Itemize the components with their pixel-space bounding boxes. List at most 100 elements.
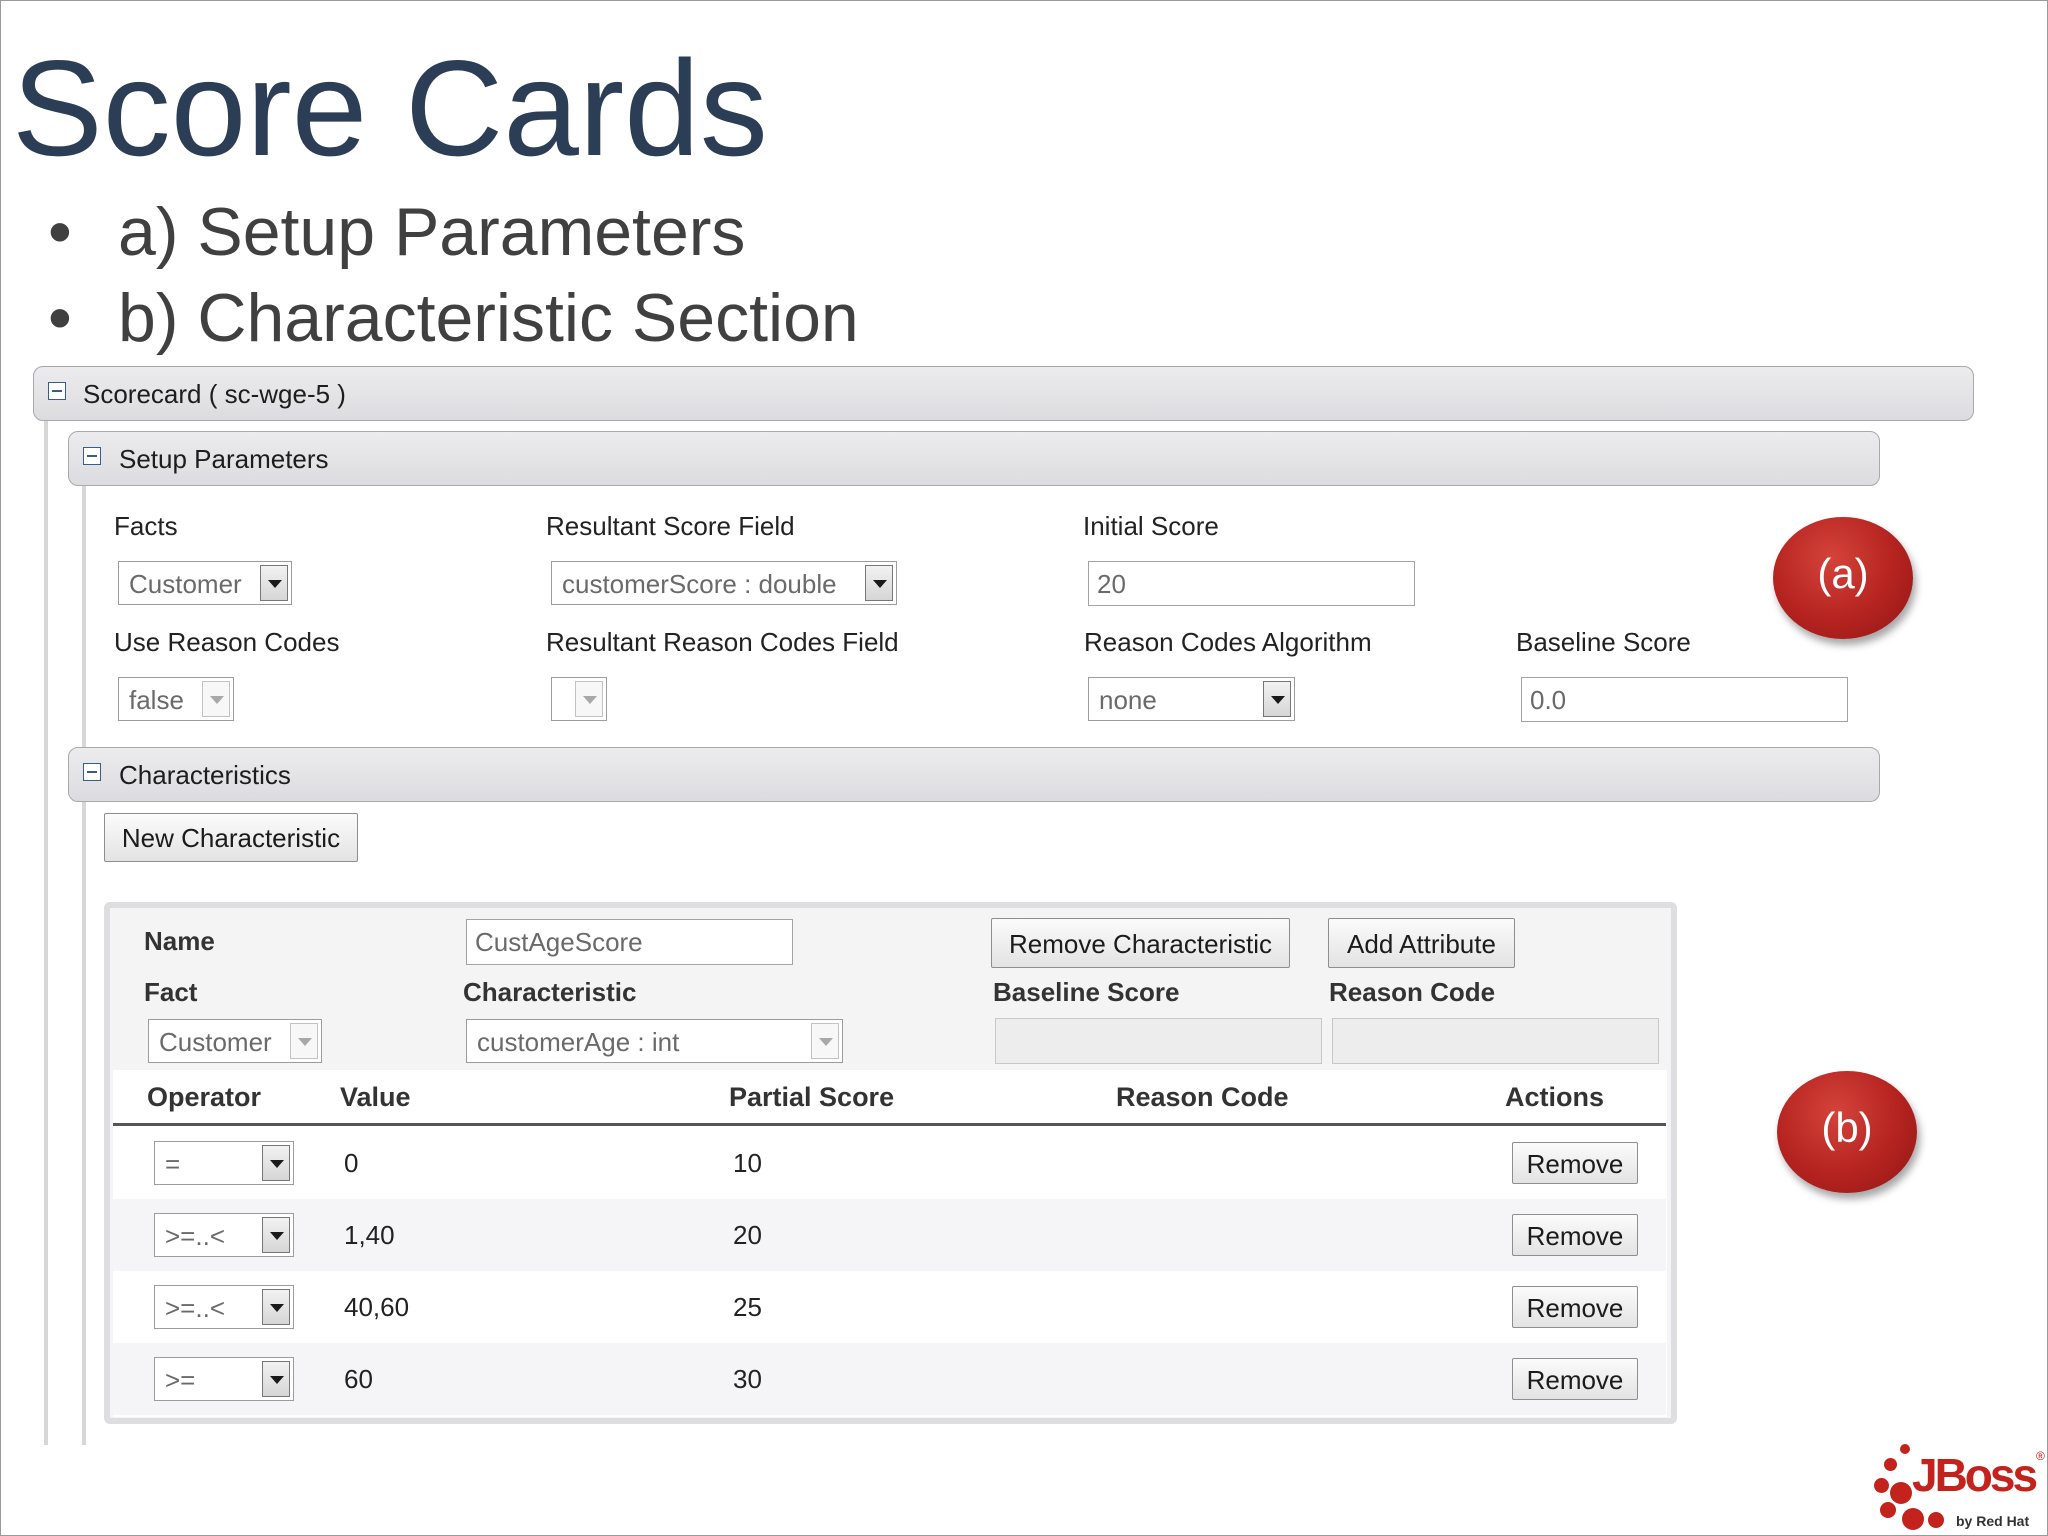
baseline-score-value: 0.0 [1530, 685, 1567, 715]
remove-row-label: Remove [1526, 1221, 1624, 1251]
column-header-partial-score: Partial Score [729, 1082, 895, 1112]
annotation-a-text: (a) [1817, 550, 1869, 597]
logo-dot [1900, 1444, 1910, 1454]
characteristic-name-input[interactable]: CustAgeScore [466, 919, 793, 965]
fact-select[interactable]: Customer [148, 1019, 322, 1063]
remove-row-button[interactable]: Remove [1512, 1358, 1638, 1400]
characteristic-label: Characteristic [463, 977, 637, 1007]
collapse-icon[interactable] [83, 447, 101, 465]
chevron-down-icon[interactable] [290, 1023, 318, 1059]
operator-select[interactable]: >=..< [154, 1213, 294, 1257]
char-baseline-score-label: Baseline Score [993, 977, 1180, 1007]
annotation-badge-b: (b) [1777, 1071, 1917, 1193]
table-row [113, 1199, 1666, 1271]
annotation-b-text: (b) [1821, 1104, 1873, 1151]
remove-row-button[interactable]: Remove [1512, 1142, 1638, 1184]
new-characteristic-button[interactable]: New Characteristic [104, 813, 358, 862]
logo-dot [1890, 1482, 1912, 1504]
chevron-down-icon[interactable] [811, 1023, 839, 1059]
logo-byline: by Red Hat [1956, 1513, 2030, 1529]
collapse-icon[interactable] [48, 382, 66, 400]
chevron-down-icon[interactable] [260, 565, 288, 601]
logo-dot [1902, 1508, 1924, 1530]
resultant-reason-codes-field-label: Resultant Reason Codes Field [546, 627, 899, 657]
characteristic-select[interactable]: customerAge : int [466, 1019, 843, 1063]
annotation-badge-a: (a) [1773, 517, 1913, 639]
remove-row-button[interactable]: Remove [1512, 1286, 1638, 1328]
resultant-score-field-value: customerScore : double [562, 569, 837, 599]
bullet-setup-parameters: • a) Setup Parameters [48, 198, 745, 266]
reason-codes-algorithm-select[interactable]: none [1088, 677, 1295, 721]
characteristic-select-value: customerAge : int [477, 1027, 680, 1057]
operator-select[interactable]: >= [154, 1357, 294, 1401]
partial-score-cell: 25 [733, 1292, 762, 1322]
bullet-text: b) Characteristic Section [118, 280, 859, 356]
chevron-down-icon[interactable] [262, 1217, 290, 1253]
operator-value: = [165, 1149, 181, 1179]
bullet-dot: • [48, 280, 72, 356]
value-cell: 60 [344, 1364, 373, 1394]
scorecard-title: Scorecard ( sc-wge-5 ) [83, 379, 346, 409]
add-attribute-button[interactable]: Add Attribute [1328, 918, 1515, 968]
remove-row-button[interactable]: Remove [1512, 1214, 1638, 1256]
add-attribute-label: Add Attribute [1347, 929, 1496, 959]
fact-label: Fact [144, 977, 198, 1007]
char-baseline-score-input[interactable] [995, 1018, 1322, 1064]
chevron-down-icon[interactable] [202, 681, 230, 717]
remove-row-label: Remove [1526, 1365, 1624, 1395]
facts-select-value: Customer [129, 569, 242, 599]
remove-characteristic-button[interactable]: Remove Characteristic [991, 918, 1290, 968]
resultant-reason-codes-field-select[interactable] [551, 677, 607, 721]
chevron-down-icon[interactable] [262, 1361, 290, 1397]
bullet-dot: • [48, 194, 72, 270]
char-reason-code-input[interactable] [1332, 1018, 1659, 1064]
scorecard-header-bar[interactable]: Scorecard ( sc-wge-5 ) [33, 366, 1974, 421]
chevron-down-icon[interactable] [865, 565, 893, 601]
column-header-actions: Actions [1505, 1082, 1605, 1112]
table-header-rule [113, 1123, 1666, 1126]
characteristic-name-value: CustAgeScore [475, 927, 643, 957]
partial-score-cell: 10 [733, 1148, 762, 1178]
fact-select-value: Customer [159, 1027, 272, 1057]
value-cell: 0 [344, 1148, 359, 1178]
characteristics-title: Characteristics [119, 760, 291, 790]
remove-row-label: Remove [1526, 1149, 1624, 1179]
reason-codes-algorithm-label: Reason Codes Algorithm [1084, 627, 1372, 657]
resultant-score-field-label: Resultant Score Field [546, 511, 795, 541]
operator-select[interactable]: = [154, 1141, 294, 1185]
logo-registered-mark: ® [2036, 1449, 2045, 1463]
reason-codes-algorithm-value: none [1099, 685, 1157, 715]
jboss-logo: JBoss ® by Red Hat [1870, 1438, 2046, 1534]
logo-dot [1880, 1502, 1896, 1518]
bullet-characteristic-section: • b) Characteristic Section [48, 284, 859, 352]
chevron-down-icon[interactable] [262, 1289, 290, 1325]
table-row [113, 1343, 1666, 1415]
characteristics-header-bar[interactable]: Characteristics [68, 747, 1880, 802]
chevron-down-icon[interactable] [575, 681, 603, 717]
chevron-down-icon[interactable] [1263, 681, 1291, 717]
use-reason-codes-value: false [129, 685, 184, 715]
tree-guide-line [44, 420, 48, 1445]
operator-value: >=..< [165, 1293, 225, 1323]
facts-select[interactable]: Customer [118, 561, 292, 605]
chevron-down-icon[interactable] [262, 1145, 290, 1181]
facts-label: Facts [114, 511, 178, 541]
remove-row-label: Remove [1526, 1293, 1624, 1323]
resultant-score-field-select[interactable]: customerScore : double [551, 561, 897, 605]
use-reason-codes-label: Use Reason Codes [114, 627, 340, 657]
value-cell: 40,60 [344, 1292, 410, 1322]
initial-score-input[interactable]: 20 [1088, 561, 1415, 606]
setup-parameters-header-bar[interactable]: Setup Parameters [68, 431, 1880, 486]
operator-value: >=..< [165, 1221, 225, 1251]
initial-score-label: Initial Score [1083, 511, 1219, 541]
column-header-value: Value [340, 1082, 411, 1112]
use-reason-codes-select[interactable]: false [118, 677, 234, 721]
baseline-score-input[interactable]: 0.0 [1521, 677, 1848, 722]
operator-select[interactable]: >=..< [154, 1285, 294, 1329]
logo-dot [1874, 1478, 1889, 1493]
operator-value: >= [165, 1365, 196, 1395]
name-label: Name [144, 926, 215, 956]
char-reason-code-label: Reason Code [1329, 977, 1496, 1007]
collapse-icon[interactable] [83, 763, 101, 781]
setup-parameters-title: Setup Parameters [119, 444, 329, 474]
